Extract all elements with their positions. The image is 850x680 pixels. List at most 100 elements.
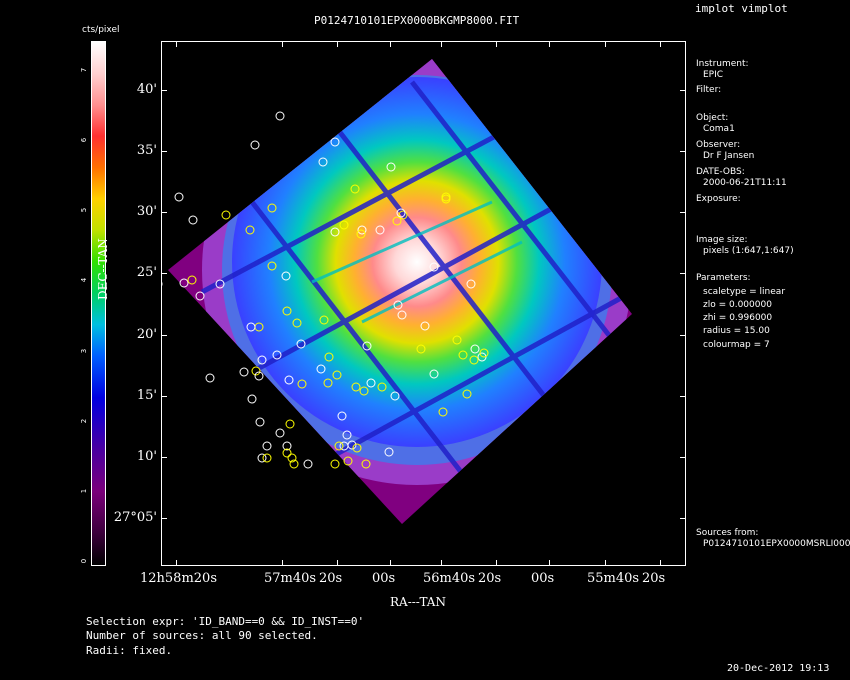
sources-from-label: Sources from:: [696, 528, 759, 538]
source-marker[interactable]: [296, 339, 306, 349]
source-marker[interactable]: [330, 459, 340, 469]
source-marker[interactable]: [262, 453, 272, 463]
source-marker[interactable]: [287, 453, 297, 463]
source-marker[interactable]: [292, 318, 302, 328]
source-marker[interactable]: [251, 366, 261, 376]
source-marker[interactable]: [342, 430, 352, 440]
source-marker[interactable]: [462, 389, 472, 399]
source-marker[interactable]: [267, 261, 277, 271]
source-marker[interactable]: [284, 375, 294, 385]
source-marker[interactable]: [319, 315, 329, 325]
source-marker[interactable]: [282, 441, 292, 451]
source-marker[interactable]: [303, 459, 313, 469]
source-marker[interactable]: [362, 341, 372, 351]
source-marker[interactable]: [438, 407, 448, 417]
source-marker[interactable]: [458, 350, 468, 360]
source-marker[interactable]: [343, 456, 353, 466]
source-marker[interactable]: [347, 440, 357, 450]
source-marker[interactable]: [188, 215, 198, 225]
source-marker[interactable]: [386, 162, 396, 172]
source-marker[interactable]: [452, 335, 462, 345]
y-tick-mark: [161, 212, 167, 213]
source-marker[interactable]: [356, 229, 366, 239]
source-marker[interactable]: [397, 310, 407, 320]
x-tick-mark: [660, 560, 661, 566]
source-marker[interactable]: [254, 371, 264, 381]
colorbar-tick-label: 3: [80, 348, 89, 353]
source-marker[interactable]: [285, 419, 295, 429]
x-tick-label: 00s: [531, 571, 555, 586]
source-marker[interactable]: [359, 386, 369, 396]
source-marker[interactable]: [398, 210, 408, 220]
source-marker[interactable]: [334, 441, 344, 451]
source-marker[interactable]: [324, 352, 334, 362]
source-marker[interactable]: [384, 447, 394, 457]
source-marker[interactable]: [332, 370, 342, 380]
source-marker[interactable]: [469, 355, 479, 365]
source-marker[interactable]: [246, 322, 256, 332]
source-marker[interactable]: [357, 225, 367, 235]
source-marker[interactable]: [470, 344, 480, 354]
source-marker[interactable]: [205, 373, 215, 383]
source-marker[interactable]: [239, 367, 249, 377]
source-marker[interactable]: [323, 378, 333, 388]
source-marker[interactable]: [330, 227, 340, 237]
source-marker[interactable]: [267, 203, 277, 213]
source-marker[interactable]: [339, 220, 349, 230]
source-marker[interactable]: [429, 262, 439, 272]
source-marker[interactable]: [429, 369, 439, 379]
source-marker[interactable]: [330, 137, 340, 147]
source-marker[interactable]: [390, 391, 400, 401]
source-marker[interactable]: [318, 157, 328, 167]
x-tick-label: 20s: [642, 571, 666, 586]
source-marker[interactable]: [245, 225, 255, 235]
source-marker[interactable]: [282, 448, 292, 458]
source-marker[interactable]: [420, 321, 430, 331]
source-marker[interactable]: [275, 428, 285, 438]
source-marker[interactable]: [275, 111, 285, 121]
source-marker[interactable]: [187, 275, 197, 285]
source-marker[interactable]: [282, 306, 292, 316]
source-marker[interactable]: [221, 210, 231, 220]
source-marker[interactable]: [466, 279, 476, 289]
x-tick-label: 20s: [319, 571, 343, 586]
source-marker[interactable]: [297, 379, 307, 389]
image-plot[interactable]: [161, 41, 686, 566]
parameters-label: Parameters:: [696, 273, 751, 283]
timestamp: 20-Dec-2012 19:13: [727, 663, 830, 674]
source-marker[interactable]: [366, 378, 376, 388]
source-marker[interactable]: [179, 278, 189, 288]
x-tick-mark: [441, 560, 442, 566]
y-tick-mark: [680, 90, 686, 91]
source-marker[interactable]: [289, 459, 299, 469]
source-marker[interactable]: [262, 441, 272, 451]
colorbar-tick-label: 6: [80, 137, 89, 143]
source-marker[interactable]: [257, 453, 267, 463]
source-marker[interactable]: [350, 184, 360, 194]
source-marker[interactable]: [250, 140, 260, 150]
source-marker[interactable]: [396, 208, 406, 218]
y-tick-label: 40': [136, 82, 157, 97]
source-marker[interactable]: [351, 382, 361, 392]
source-marker[interactable]: [441, 194, 451, 204]
source-marker[interactable]: [215, 279, 225, 289]
source-marker[interactable]: [255, 417, 265, 427]
source-marker[interactable]: [393, 300, 403, 310]
source-marker[interactable]: [416, 344, 426, 354]
source-marker[interactable]: [272, 350, 282, 360]
source-marker[interactable]: [316, 364, 326, 374]
source-marker[interactable]: [479, 348, 489, 358]
source-marker[interactable]: [281, 271, 291, 281]
observer-label: Observer:: [696, 140, 741, 150]
source-marker[interactable]: [352, 443, 362, 453]
y-tick-mark: [161, 396, 167, 397]
source-marker[interactable]: [337, 411, 347, 421]
source-marker[interactable]: [174, 192, 184, 202]
source-marker[interactable]: [195, 291, 205, 301]
source-marker[interactable]: [392, 216, 402, 226]
source-marker[interactable]: [361, 459, 371, 469]
source-marker[interactable]: [257, 355, 267, 365]
source-marker[interactable]: [375, 225, 385, 235]
source-marker[interactable]: [247, 394, 257, 404]
source-marker[interactable]: [377, 382, 387, 392]
